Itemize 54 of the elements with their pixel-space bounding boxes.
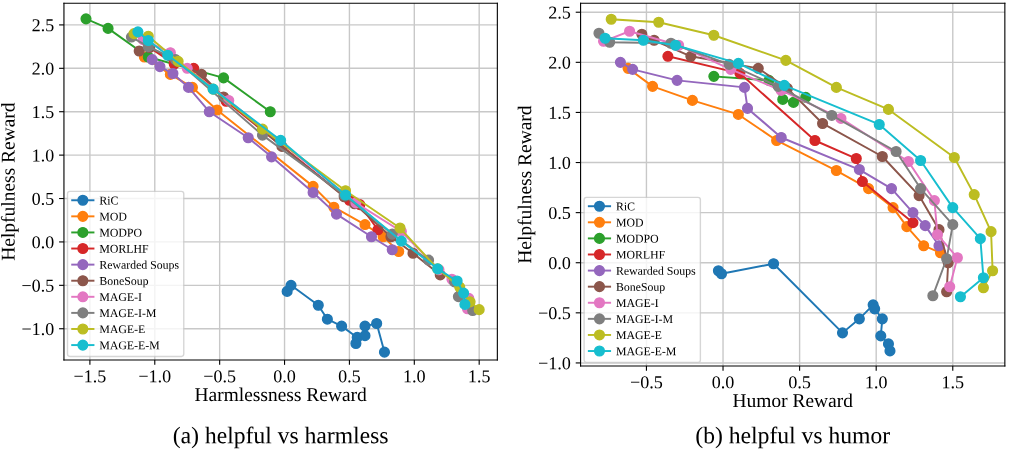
y-tick-label: 2.0 [549, 56, 571, 69]
x-axis-title: Harmlessness Reward [195, 387, 367, 402]
y-tick-label: 2.0 [32, 62, 54, 75]
y-tick-label: 0.5 [32, 192, 54, 206]
y-tick-label: 0.0 [548, 256, 571, 270]
legend-label: MORLHF [616, 250, 665, 259]
y-tick-label: 1.5 [549, 106, 571, 119]
y-tick-label: 1.5 [33, 106, 54, 119]
legend-label: MAGE-E [99, 325, 145, 334]
x-axis-title: Humor Reward [733, 393, 853, 408]
legend-label: MORLHF [99, 244, 149, 253]
x-tick-label: 1.0 [866, 376, 887, 389]
legend-label: MAGE-E [616, 331, 662, 340]
legend-label: MAGE-I [99, 293, 142, 302]
x-tick-label: 1.0 [404, 370, 425, 383]
legend-label: Rewarded Soups [616, 266, 696, 278]
legend-label: MAGE-I-M [616, 315, 673, 324]
legend-label: MAGE-I [616, 299, 659, 308]
legend-label: MOD [616, 218, 644, 227]
legend-label: BoneSoup [99, 277, 149, 288]
legend-label: RiC [616, 202, 635, 211]
y-axis-title: Helpfulness Reward [0, 102, 19, 261]
y-tick-label: −1.0 [539, 357, 571, 370]
x-tick-label: 0.0 [712, 376, 734, 389]
y-tick-label: 0.5 [548, 206, 571, 220]
x-tick-label: −0.5 [204, 370, 236, 383]
y-tick-label: 2.5 [32, 19, 54, 32]
y-tick-label: 1.0 [33, 149, 54, 162]
x-tick-label: 1.5 [469, 370, 490, 383]
legend-label: MOD [99, 212, 127, 221]
x-tick-label: 0.0 [273, 370, 296, 383]
legend-label: Rewarded Soups [99, 260, 179, 272]
legend-label: MODPO [99, 228, 142, 237]
legend-label: RiC [99, 196, 118, 205]
text: (b) helpful vs humor [696, 426, 890, 449]
legend-label: MAGE-I-M [99, 309, 157, 318]
legend-label: MAGE-E-M [99, 341, 160, 350]
y-tick-label: −0.5 [539, 307, 571, 320]
y-tick-label: −1.0 [22, 322, 54, 336]
x-tick-label: −1.5 [74, 370, 106, 383]
y-tick-label: 1.0 [549, 156, 571, 170]
y-tick-label: 2.5 [549, 6, 571, 19]
x-tick-label: 1.5 [943, 376, 964, 389]
x-tick-label: 0.5 [789, 376, 811, 389]
legend-label: MODPO [616, 234, 659, 243]
y-axis-title: Helpfulness Reward [517, 105, 536, 264]
y-tick-label: −0.5 [22, 279, 54, 292]
x-tick-label: −1.0 [139, 370, 171, 383]
text: (a) helpful vs harmless [173, 426, 388, 449]
x-tick-label: −0.5 [630, 376, 663, 389]
legend-label: MAGE-E-M [616, 347, 676, 356]
x-tick-label: 0.5 [338, 370, 360, 383]
legend-label: BoneSoup [616, 282, 665, 294]
y-tick-label: 0.0 [32, 236, 54, 249]
